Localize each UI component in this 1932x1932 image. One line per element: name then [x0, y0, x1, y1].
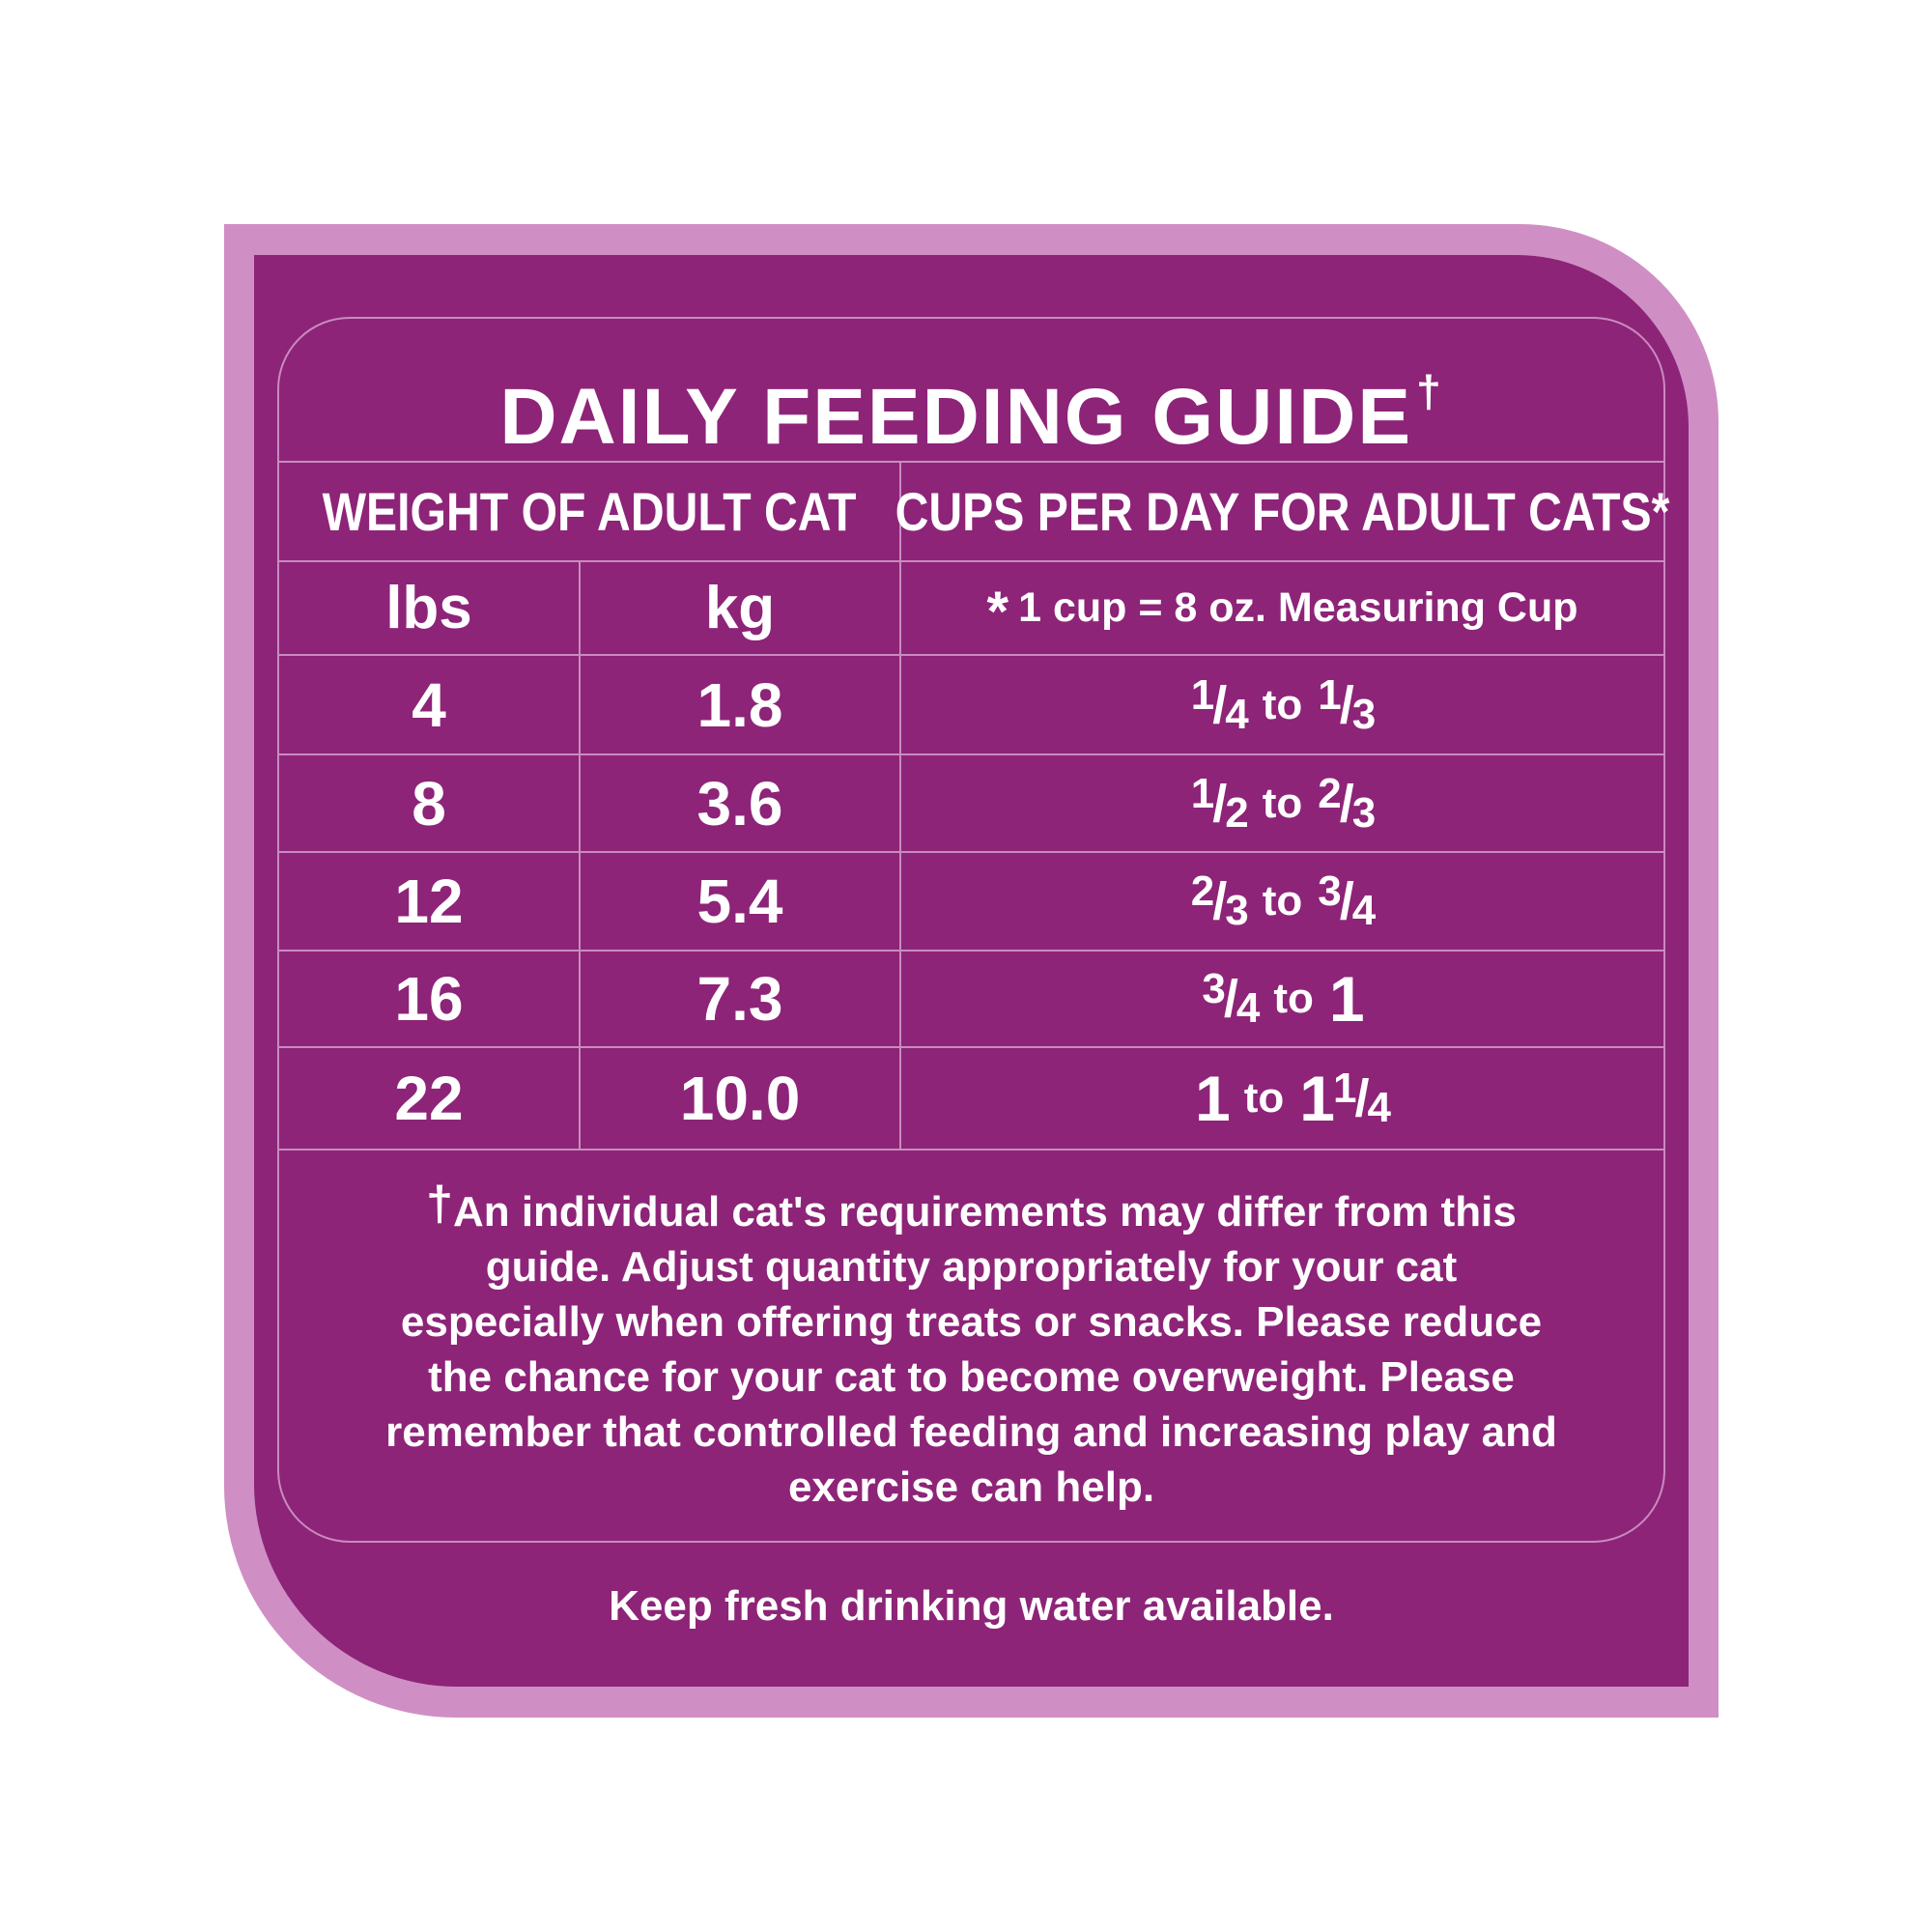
kg-cell: 10.0 — [679, 1064, 801, 1133]
fraction-denominator: 4 — [1351, 887, 1377, 934]
range-word: to — [1262, 877, 1303, 924]
footnote-line: the chance for your cat to become overwe… — [428, 1353, 1515, 1401]
water-note: Keep fresh drinking water available. — [609, 1582, 1334, 1630]
fraction-numerator: 1 — [1190, 670, 1215, 719]
title-text: DAILY FEEDING GUIDE — [499, 373, 1413, 461]
cup-measure-note: * 1 cup = 8 oz. Measuring Cup — [901, 562, 1663, 654]
range-word: to — [1243, 1074, 1285, 1122]
cups-cell: 3/4 to 1 — [1202, 963, 1365, 1035]
kg-cell: 5.4 — [696, 867, 783, 936]
fraction-numerator: 3 — [1318, 867, 1342, 915]
asterisk-mark: * — [986, 581, 1009, 643]
lbs-cell: 22 — [394, 1064, 464, 1133]
footnote-line: especially when offering treats or snack… — [400, 1298, 1543, 1346]
fraction-denominator: 4 — [1225, 690, 1249, 738]
fraction-denominator: 4 — [1367, 1084, 1391, 1131]
lbs-cell: 8 — [412, 768, 446, 838]
kg-cell: 1.8 — [696, 669, 783, 740]
kg-cell: 3.6 — [696, 768, 783, 838]
range-word: to — [1273, 975, 1314, 1022]
footnote-text: An individual cat's requirements may dif… — [452, 1188, 1517, 1236]
footnote-line: exercise can help. — [787, 1463, 1155, 1511]
table-rule — [277, 851, 1665, 853]
cup-measure-text: 1 cup = 8 oz. Measuring Cup — [1018, 584, 1578, 631]
cups-cell: 1 to 1 1/4 — [1195, 1063, 1391, 1134]
whole-number: 1 — [1195, 1063, 1231, 1134]
table-rule — [277, 654, 1665, 656]
table-rule — [277, 753, 1665, 755]
cups-cell: 2/3 to 3/4 — [1190, 867, 1377, 934]
lbs-cell: 16 — [394, 964, 464, 1034]
fraction-numerator: 1 — [1332, 1065, 1357, 1112]
fraction-numerator: 2 — [1318, 769, 1342, 817]
kg-label: kg — [704, 575, 776, 641]
table-rule — [277, 461, 1665, 463]
range-word: to — [1262, 779, 1303, 827]
lbs-label: lbs — [385, 575, 472, 641]
range-word: to — [1262, 680, 1303, 728]
fraction-denominator: 3 — [1351, 690, 1377, 738]
feeding-guide-panel — [254, 255, 1689, 1687]
feeding-table-card — [277, 317, 1665, 1543]
title-dagger: † — [1416, 366, 1443, 416]
footnote: †An individual cat's requirements may di… — [277, 1177, 1665, 1515]
fraction-denominator: 3 — [1225, 887, 1249, 934]
fraction-denominator: 2 — [1225, 788, 1249, 837]
table-rule — [277, 950, 1665, 952]
footnote-line: †An individual cat's requirements may di… — [277, 1177, 1665, 1239]
cups-cell: 1/4 to 1/3 — [1190, 670, 1377, 738]
fraction-numerator: 3 — [1202, 965, 1226, 1012]
column-divider — [899, 461, 901, 1149]
fraction-numerator: 1 — [1318, 670, 1342, 719]
footnote-dagger: † — [426, 1177, 453, 1231]
fraction-numerator: 1 — [1190, 769, 1215, 817]
footnote-line: guide. Adjust quantity appropriately for… — [485, 1243, 1458, 1291]
column-divider — [579, 560, 581, 1149]
whole-number: 1 — [1328, 963, 1365, 1035]
footnote-line: remember that controlled feeding and inc… — [385, 1408, 1557, 1456]
whole-number: 1 — [1299, 1063, 1335, 1134]
cups-column-header: CUPS PER DAY FOR ADULT CATS* — [895, 481, 1670, 542]
fraction-numerator: 2 — [1190, 867, 1215, 915]
weight-column-header: WEIGHT OF ADULT CAT — [322, 481, 857, 542]
page-title: DAILY FEEDING GUIDE† — [277, 348, 1665, 461]
fraction-denominator: 3 — [1351, 788, 1377, 837]
cups-cell: 1/2 to 2/3 — [1190, 769, 1377, 837]
kg-cell: 7.3 — [696, 964, 783, 1034]
fraction-denominator: 4 — [1236, 984, 1261, 1032]
table-rule — [277, 1149, 1665, 1151]
lbs-cell: 12 — [394, 867, 464, 936]
table-rule — [277, 560, 1665, 562]
lbs-cell: 4 — [412, 669, 446, 740]
table-rule — [277, 1046, 1665, 1048]
